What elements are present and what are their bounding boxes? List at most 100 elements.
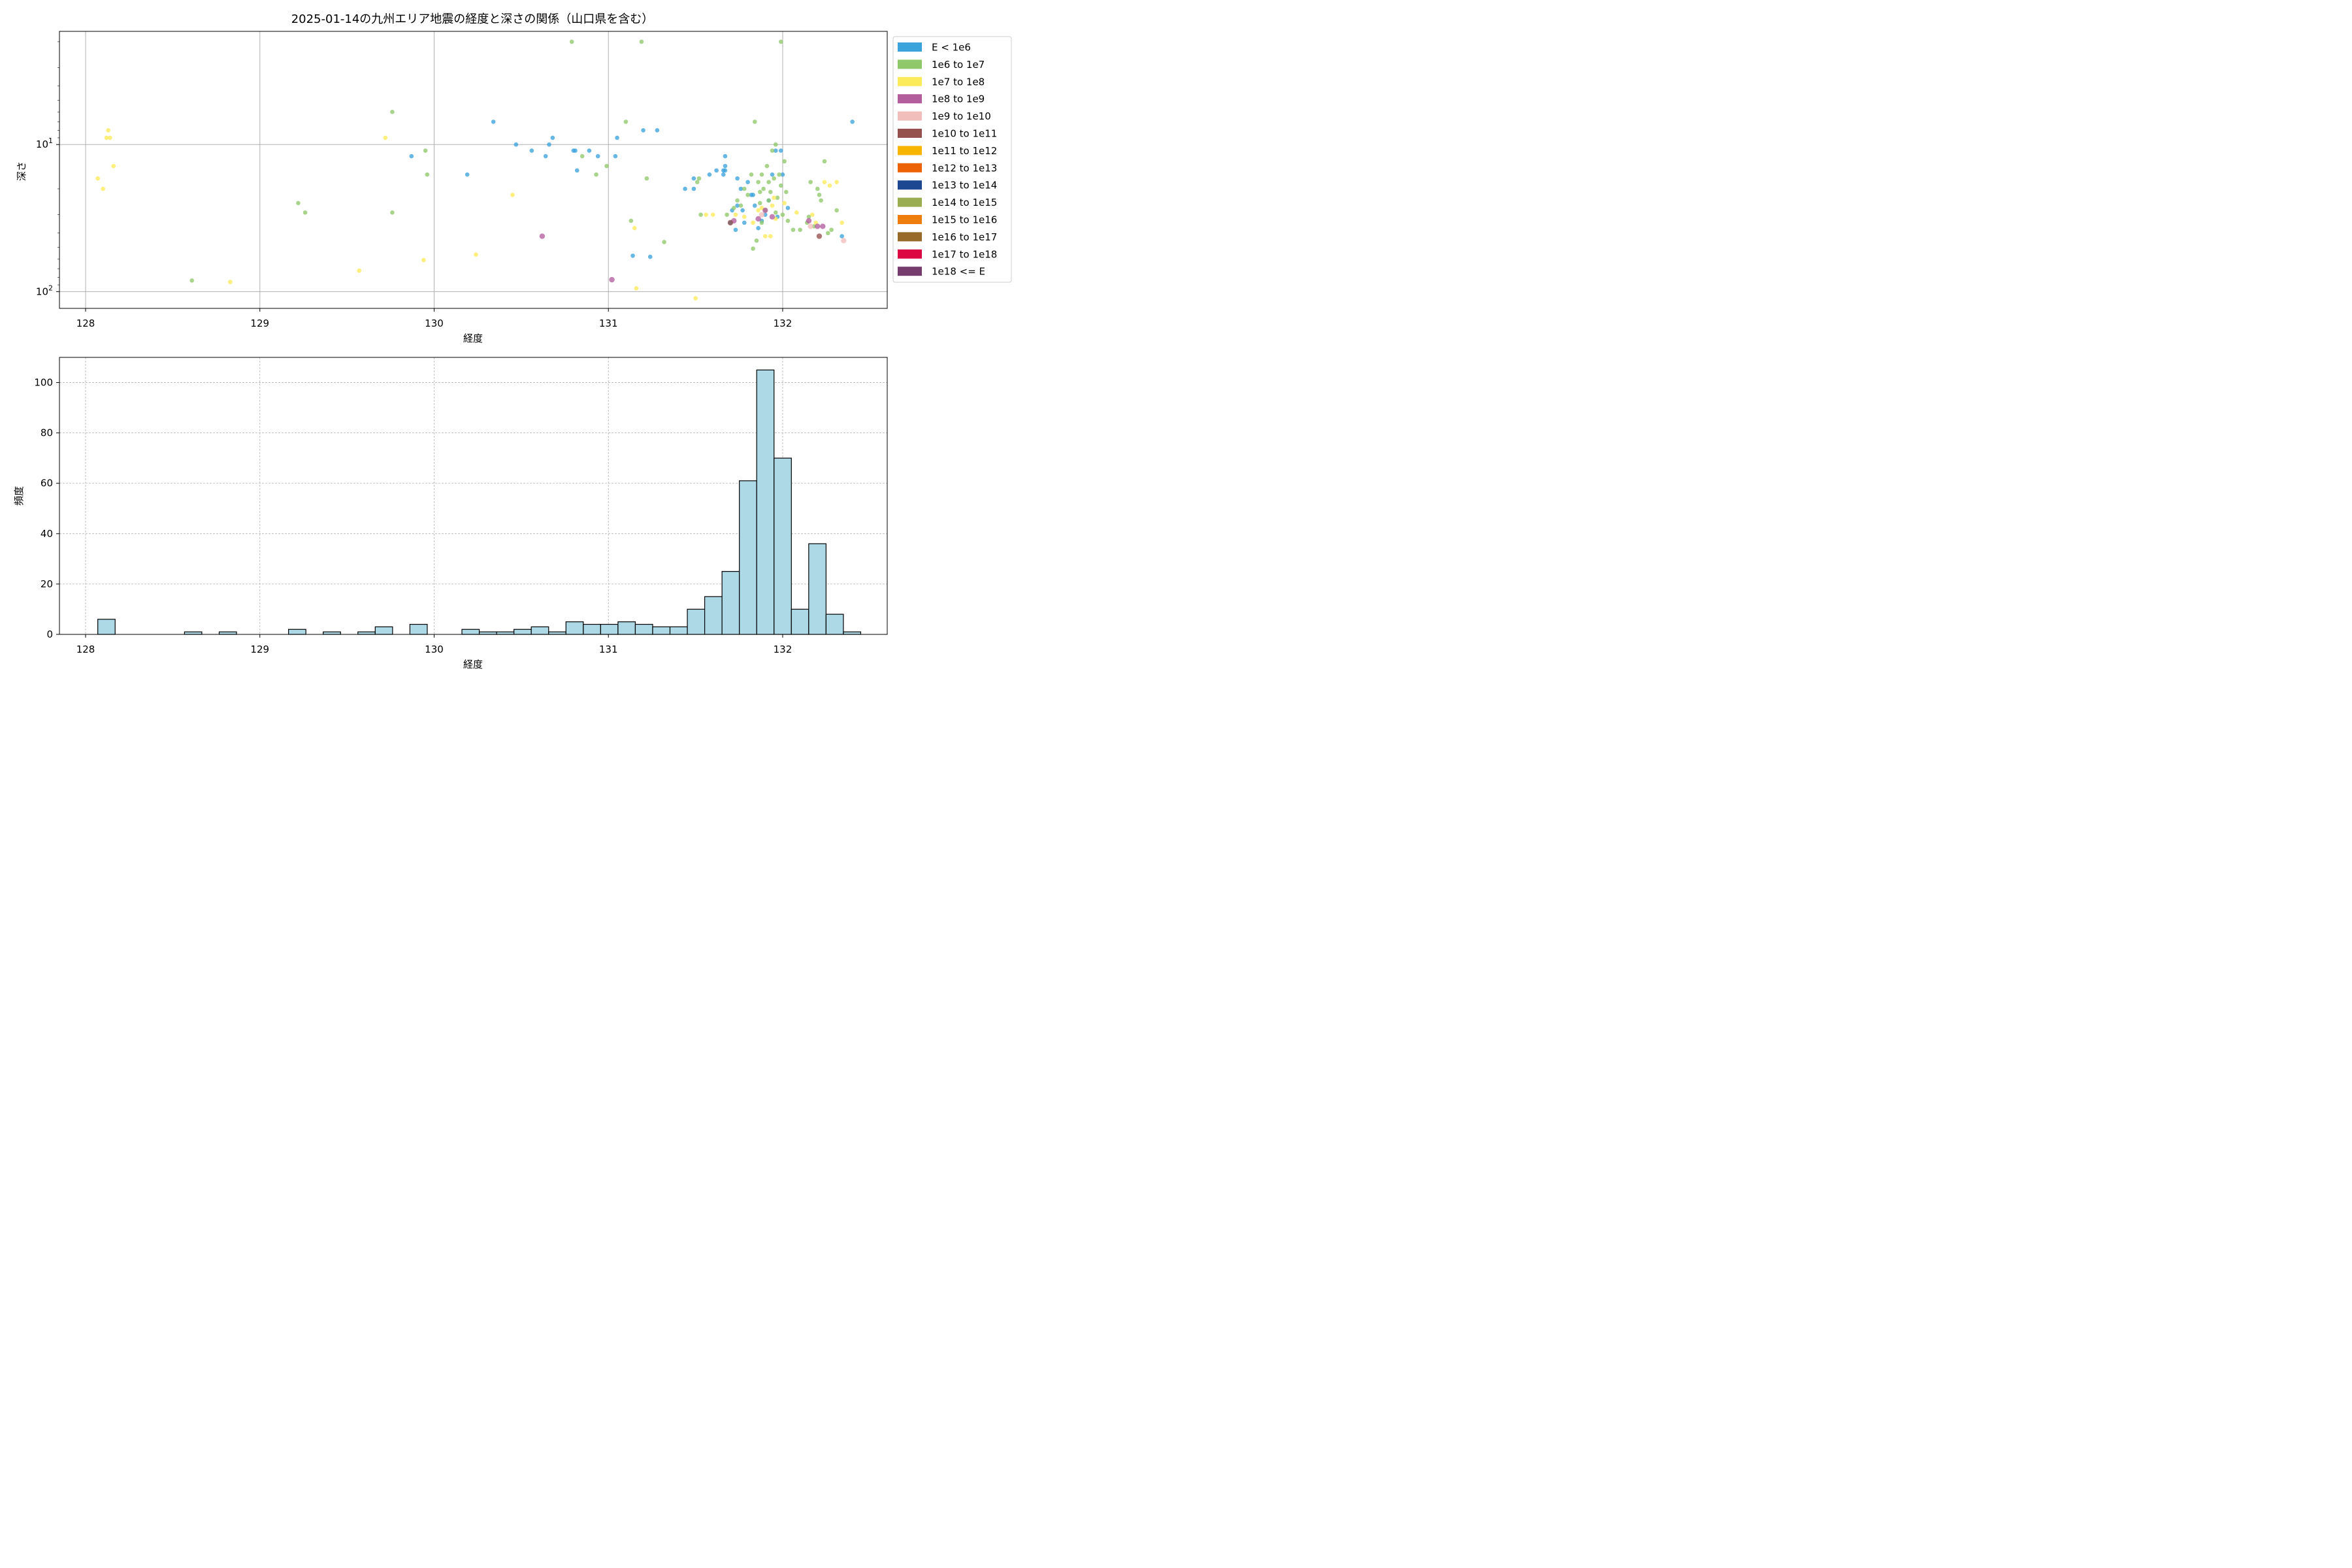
scatter-point: [721, 172, 726, 177]
scatter-point: [95, 176, 100, 181]
scatter-point: [768, 189, 773, 195]
scatter-point: [409, 154, 414, 159]
scatter-point: [834, 208, 839, 213]
figure: 2025-01-14の九州エリア地震の経度と深さの関係（山口県を含む） 128 1…: [13, 12, 1012, 670]
legend-label: E < 1e6: [932, 42, 971, 54]
scatter-point: [644, 176, 649, 181]
histogram-y-tick-label: 60: [41, 478, 53, 489]
scatter-point: [794, 210, 799, 215]
scatter-point: [390, 210, 395, 215]
scatter-point: [766, 198, 771, 203]
legend-swatch: [898, 59, 922, 69]
histogram-bar: [583, 623, 601, 635]
legend: E < 1e6 1e6 to 1e7 1e7 to 1e8 1e8 to 1e9 1e9…: [892, 36, 1012, 283]
histogram-bar: [843, 631, 862, 635]
scatter-point: [752, 203, 757, 208]
scatter-plot-frame: [59, 31, 888, 309]
scatter-point: [723, 154, 728, 159]
histogram-bar: [774, 457, 792, 635]
histogram-bar: [218, 631, 237, 635]
scatter-point: [816, 233, 823, 239]
histogram-bar: [687, 608, 706, 635]
scatter-point: [111, 163, 116, 169]
histogram-bar: [288, 629, 306, 635]
histogram-bar: [634, 623, 653, 635]
scatter-point: [108, 135, 112, 140]
histogram-bar: [704, 596, 723, 635]
scatter-point: [735, 198, 740, 203]
scatter-point: [529, 148, 534, 153]
histogram-x-tick-label: 131: [599, 644, 618, 655]
histogram-y-tick-label: 40: [41, 528, 53, 540]
scatter-point: [655, 128, 660, 133]
legend-label: 1e10 to 1e11: [932, 128, 997, 140]
scatter-x-tick-label: 132: [774, 318, 792, 329]
scatter-point: [806, 218, 812, 224]
legend-swatch: [898, 180, 922, 190]
scatter-point: [819, 198, 823, 203]
scatter-point: [749, 172, 754, 177]
scatter-point: [465, 172, 470, 177]
histogram-plot-frame: [59, 357, 888, 635]
histogram-bar: [825, 613, 844, 635]
legend-label: 1e18 <= E: [932, 266, 985, 278]
scatter-point: [735, 203, 740, 208]
scatter-point: [770, 172, 775, 177]
scatter-title: 2025-01-14の九州エリア地震の経度と深さの関係（山口県を含む）: [291, 12, 654, 26]
histogram-bar: [374, 626, 393, 635]
scatter-point: [778, 39, 783, 44]
histogram-bar: [478, 631, 497, 635]
legend-swatch: [898, 129, 922, 138]
scatter-point: [104, 135, 109, 140]
legend-label: 1e16 to 1e17: [932, 231, 997, 243]
scatter-point: [773, 142, 778, 147]
scatter-point: [773, 210, 778, 215]
scatter-point: [106, 128, 110, 133]
scatter-point: [630, 253, 635, 258]
scatter-point: [759, 212, 765, 218]
scatter-point: [806, 214, 811, 220]
scatter-point: [539, 233, 546, 239]
scatter-point: [757, 201, 762, 206]
legend-swatch: [898, 249, 922, 259]
scatter-point: [228, 280, 233, 284]
scatter-points: [95, 39, 855, 301]
scatter-point: [777, 172, 781, 177]
legend-label: 1e9 to 1e10: [932, 110, 991, 122]
scatter-point: [691, 176, 696, 181]
scatter-point: [634, 286, 639, 291]
histogram-bar: [721, 571, 740, 635]
scatter-point: [829, 227, 834, 233]
scatter-point: [723, 163, 728, 169]
histogram-bar: [514, 629, 532, 635]
scatter-point: [761, 186, 766, 191]
scatter-point: [778, 148, 783, 153]
scatter-point: [751, 246, 755, 251]
scatter-point: [707, 172, 712, 177]
scatter-point: [759, 220, 764, 225]
scatter-point: [815, 186, 820, 191]
scatter-point: [738, 186, 743, 191]
scatter-panel: 2025-01-14の九州エリア地震の経度と深さの関係（山口県を含む） 128 1…: [16, 12, 888, 344]
scatter-point: [762, 207, 768, 214]
histogram-ticks: 128 129 130 131 132 0 20 40 60 80 100: [34, 377, 792, 655]
legend-label: 1e14 to 1e15: [932, 197, 997, 208]
scatter-point: [641, 128, 645, 133]
scatter-point: [745, 180, 750, 185]
scatter-point: [764, 163, 770, 169]
scatter-point: [759, 172, 764, 177]
scatter-point: [785, 218, 791, 223]
scatter-point: [615, 135, 619, 140]
histogram-bar: [184, 631, 203, 635]
scatter-point: [639, 39, 644, 44]
scatter-y-tick-label: 102: [36, 284, 53, 297]
scatter-point: [547, 142, 551, 147]
scatter-grid: [59, 31, 887, 308]
scatter-point: [742, 214, 747, 220]
scatter-point: [850, 120, 855, 124]
histogram-y-tick-label: 0: [46, 629, 53, 640]
scatter-point: [780, 212, 785, 217]
scatter-point: [629, 218, 634, 223]
scatter-point: [390, 109, 395, 114]
legend-items: E < 1e6 1e6 to 1e7 1e7 to 1e8 1e8 to 1e9 1e9…: [898, 42, 997, 278]
